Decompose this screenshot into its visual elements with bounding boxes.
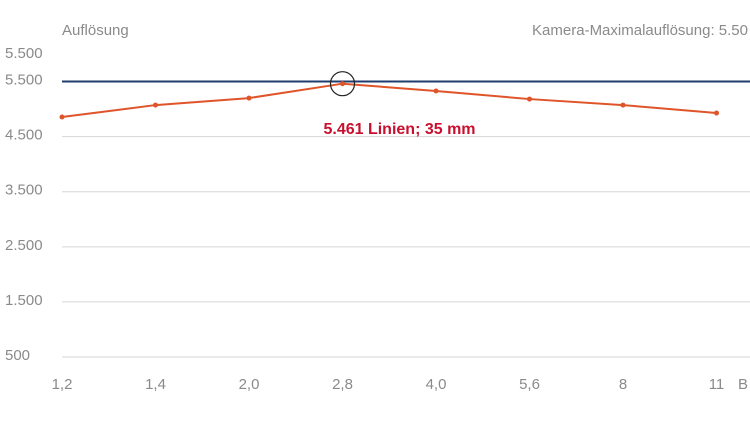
data-point xyxy=(714,110,719,116)
x-tick-label: 2,8 xyxy=(332,376,353,393)
x-tick-label: 8 xyxy=(619,376,627,393)
x-tick-label: 2,0 xyxy=(239,376,260,393)
y-tick-label: 2.500 xyxy=(5,237,43,254)
data-point xyxy=(527,96,532,102)
y-axis-label: Auflösung xyxy=(62,22,129,39)
y-tick-label: 5.500 xyxy=(5,72,43,89)
data-point xyxy=(433,88,439,94)
data-point xyxy=(340,81,345,87)
y-top-label: 5.500 xyxy=(5,45,43,62)
y-tick-label: 1.500 xyxy=(5,292,43,309)
x-axis-label: B xyxy=(738,376,748,393)
highlight-ring xyxy=(329,71,356,97)
x-tick-label: 4,0 xyxy=(426,376,447,393)
series-line xyxy=(61,82,717,119)
y-tick-label: 3.500 xyxy=(5,182,43,199)
y-tick-label: 4.500 xyxy=(5,127,43,144)
data-point xyxy=(246,95,252,101)
annotation: 5.461 Linien; 35 mm xyxy=(323,121,475,138)
x-tick-label: 5,6 xyxy=(519,376,540,393)
data-point xyxy=(153,102,158,108)
data-point xyxy=(620,102,626,108)
x-tick-label: 1,4 xyxy=(145,376,166,393)
y-tick-label: 500 xyxy=(5,347,30,364)
x-tick-label: 1,2 xyxy=(52,376,73,393)
data-point xyxy=(59,114,65,120)
max-resolution-label: Kamera-Maximalauflösung: 5.50 xyxy=(532,22,748,39)
x-tick-label: 11 xyxy=(709,376,725,393)
